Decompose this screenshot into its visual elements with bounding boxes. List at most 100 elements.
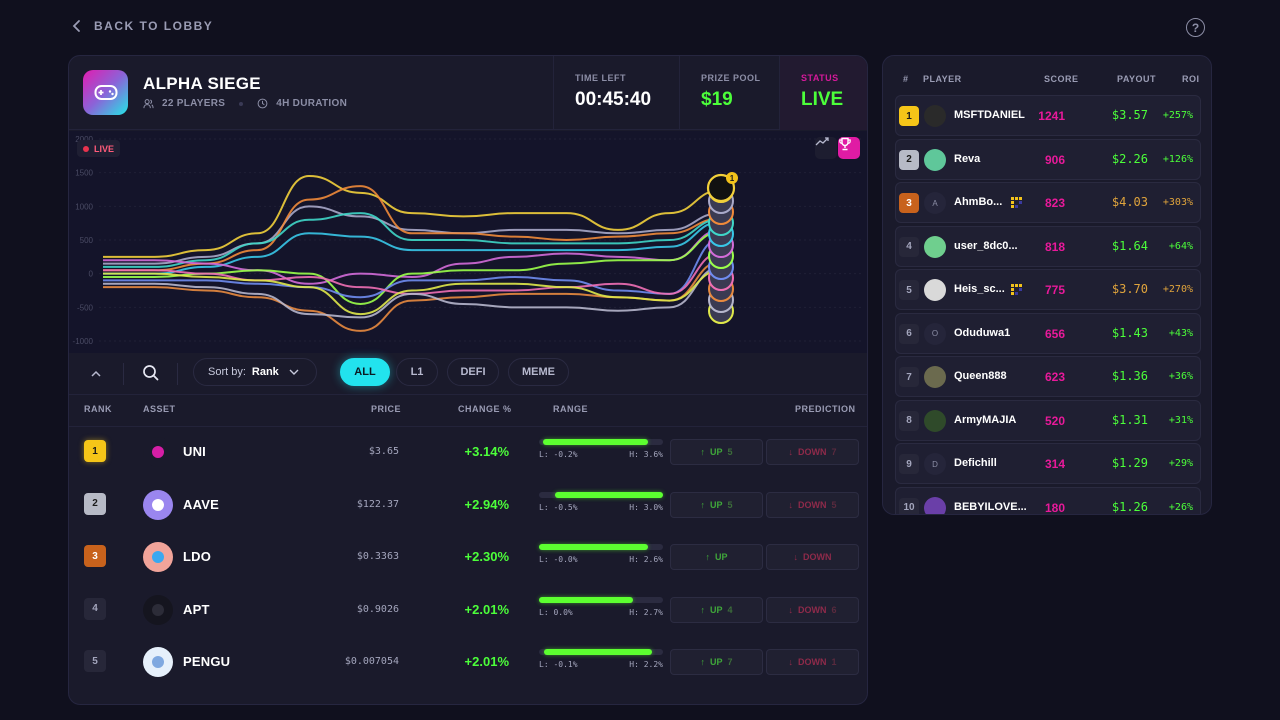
back-label: BACK TO LOBBY bbox=[94, 19, 214, 33]
asset-symbol: PENGU bbox=[183, 654, 231, 669]
arrow-down-icon: ↓ bbox=[793, 552, 799, 562]
series-line-msftdaniel[interactable] bbox=[103, 175, 722, 258]
asset-row[interactable]: 5 PENGU $0.007054 +2.01% L: -0.1% H: 2.2%… bbox=[69, 637, 867, 689]
player-score: 906 bbox=[1044, 152, 1065, 167]
lb-col-payout: PAYOUT bbox=[1117, 74, 1157, 84]
series-line-p2[interactable] bbox=[103, 205, 722, 265]
collapse-chart-button[interactable] bbox=[87, 365, 105, 383]
series-line-p8[interactable] bbox=[102, 237, 722, 299]
filter-l1[interactable]: L1 bbox=[396, 358, 438, 386]
leaderboard-row[interactable]: 7 Queen888 623 $1.36 +36% bbox=[895, 356, 1201, 397]
lb-col-rank: # bbox=[903, 74, 909, 84]
player-roi: +31% bbox=[1168, 414, 1193, 426]
series-line-p6[interactable] bbox=[103, 228, 722, 285]
coin-icon bbox=[143, 489, 173, 520]
asset-table-header: RANK ASSET PRICE CHANGE % RANGE PREDICTI… bbox=[69, 395, 867, 427]
avatar-initial: O bbox=[931, 329, 939, 338]
search-button[interactable] bbox=[141, 363, 161, 383]
col-asset[interactable]: ASSET bbox=[143, 404, 176, 414]
lb-rank-badge: 9 bbox=[899, 454, 919, 474]
trend-view-button[interactable] bbox=[815, 137, 837, 159]
player-score: 818 bbox=[1044, 239, 1065, 254]
up-count: 5 bbox=[727, 447, 733, 457]
asset-price: $0.007054 bbox=[344, 656, 399, 667]
series-line-p12[interactable] bbox=[103, 269, 722, 316]
predict-down-button[interactable]: ↓ DOWN 5 bbox=[766, 491, 859, 518]
player-score: 520 bbox=[1044, 413, 1065, 428]
asset-symbol: APT bbox=[183, 601, 210, 617]
series-line-p10[interactable] bbox=[103, 260, 722, 332]
player-name: Heis_sc... bbox=[954, 283, 1005, 295]
leaderboard-row[interactable]: 1 MSFTDANIEL 1241 $3.57 +257% bbox=[895, 95, 1201, 136]
col-change[interactable]: CHANGE % bbox=[458, 404, 512, 414]
filter-defi[interactable]: DEFI bbox=[447, 358, 499, 386]
lb-rank-badge: 4 bbox=[899, 236, 919, 257]
top-bar: BACK TO LOBBY ? bbox=[0, 0, 1280, 52]
player-name: AhmBo... bbox=[954, 196, 1003, 208]
chevron-left-icon bbox=[72, 20, 80, 32]
down-count: 1 bbox=[831, 657, 837, 667]
player-score: 823 bbox=[1044, 196, 1065, 210]
col-rank[interactable]: RANK bbox=[84, 404, 112, 414]
avatar bbox=[924, 279, 946, 301]
predict-up-button[interactable]: ↑ UP 4 bbox=[670, 596, 763, 623]
leaderboard-row[interactable]: 6 O Oduduwa1 656 $1.43 +43% bbox=[895, 312, 1201, 354]
range-fill bbox=[542, 439, 649, 445]
lb-rank-badge: 8 bbox=[899, 410, 919, 431]
prize-pool-value: $19 bbox=[701, 89, 733, 110]
leaderboard-row[interactable]: 8 ArmyMAJIA 520 $1.31 +31% bbox=[895, 399, 1201, 441]
series-line-p11[interactable] bbox=[103, 265, 722, 319]
player-payout: $1.43 bbox=[1111, 325, 1148, 340]
avatar bbox=[924, 366, 946, 388]
asset-row[interactable]: 1 UNI $3.65 +3.14% L: -0.2% H: 3.6% ↑ UP 5 … bbox=[69, 427, 867, 479]
back-to-lobby-link[interactable]: BACK TO LOBBY bbox=[72, 19, 213, 33]
predict-up-button[interactable]: ↑ UP 7 bbox=[670, 649, 763, 675]
player-score: 314 bbox=[1044, 457, 1065, 471]
series-line-p5[interactable] bbox=[103, 220, 722, 275]
arrow-up-icon: ↑ bbox=[700, 499, 705, 510]
game-header: ALPHA SIEGE 22 PLAYERS 4H DURATION TIME … bbox=[69, 56, 867, 130]
sort-dropdown[interactable]: Sort by: Rank bbox=[193, 358, 317, 386]
asset-price: $0.3363 bbox=[356, 551, 399, 562]
player-payout: $3.70 bbox=[1111, 282, 1148, 296]
player-name: Reva bbox=[954, 152, 981, 165]
range-track bbox=[539, 596, 663, 603]
players-icon bbox=[143, 99, 154, 109]
predict-up-button[interactable]: ↑ UP 5 bbox=[670, 439, 763, 465]
player-roi: +64% bbox=[1168, 240, 1193, 252]
filter-meme[interactable]: MEME bbox=[508, 358, 569, 386]
predict-up-button[interactable]: ↑ UP bbox=[670, 544, 763, 570]
asset-row[interactable]: 4 APT $0.9026 +2.01% L: 0.0% H: 2.7% ↑ UP 4… bbox=[69, 585, 867, 637]
leaderboard-view-button[interactable] bbox=[838, 137, 860, 159]
help-icon[interactable]: ? bbox=[1186, 18, 1205, 37]
col-price[interactable]: PRICE bbox=[371, 404, 402, 414]
series-line-p4[interactable] bbox=[103, 212, 722, 268]
y-tick-label: 500 bbox=[80, 236, 94, 245]
status-value: LIVE bbox=[801, 89, 844, 110]
asset-row[interactable]: 2 AAVE $122.37 +2.94% L: -0.5% H: 3.0% ↑ U… bbox=[69, 480, 867, 532]
predict-up-button[interactable]: ↑ UP 5 bbox=[670, 491, 763, 518]
asset-row[interactable]: 3 LDO $0.3363 +2.30% L: -0.0% H: 2.6% ↑ UP… bbox=[69, 532, 867, 584]
player-name: MSFTDANIEL bbox=[954, 109, 1025, 121]
down-label: DOWN bbox=[797, 447, 827, 457]
range-low: L: -0.2% bbox=[539, 450, 578, 459]
predict-down-button[interactable]: ↓ DOWN 6 bbox=[766, 596, 859, 623]
down-count: 5 bbox=[831, 499, 837, 510]
leaderboard-row[interactable]: 3 A AhmBo... 823 $4.03 +303% bbox=[895, 182, 1201, 223]
filter-all[interactable]: ALL bbox=[340, 358, 390, 386]
rank-badge: 1 bbox=[84, 440, 106, 462]
leaderboard-row[interactable]: 2 Reva 906 $2.26 +126% bbox=[895, 138, 1201, 180]
predict-down-button[interactable]: ↓ DOWN 7 bbox=[766, 439, 859, 465]
leaderboard-row[interactable]: 5 Heis_sc... 775 $3.70 +270% bbox=[895, 269, 1201, 310]
coin-icon bbox=[143, 647, 173, 677]
leaderboard-row[interactable]: 10 BEBYILOVE... 180 $1.26 +26% bbox=[895, 486, 1201, 514]
avatar bbox=[924, 148, 946, 171]
leader-rank-badge: 1 bbox=[730, 174, 735, 183]
arrow-up-icon: ↑ bbox=[705, 552, 710, 562]
leaderboard-row[interactable]: 9 D Defichill 314 $1.29 +29% bbox=[895, 443, 1201, 484]
predict-down-button[interactable]: ↓ DOWN 1 bbox=[766, 649, 859, 675]
predict-down-button[interactable]: ↓ DOWN bbox=[766, 544, 859, 570]
leaderboard-row[interactable]: 4 user_8dc0... 818 $1.64 +64% bbox=[895, 225, 1201, 267]
lb-col-player: PLAYER bbox=[923, 74, 962, 84]
players-count: 22 PLAYERS bbox=[162, 98, 226, 109]
